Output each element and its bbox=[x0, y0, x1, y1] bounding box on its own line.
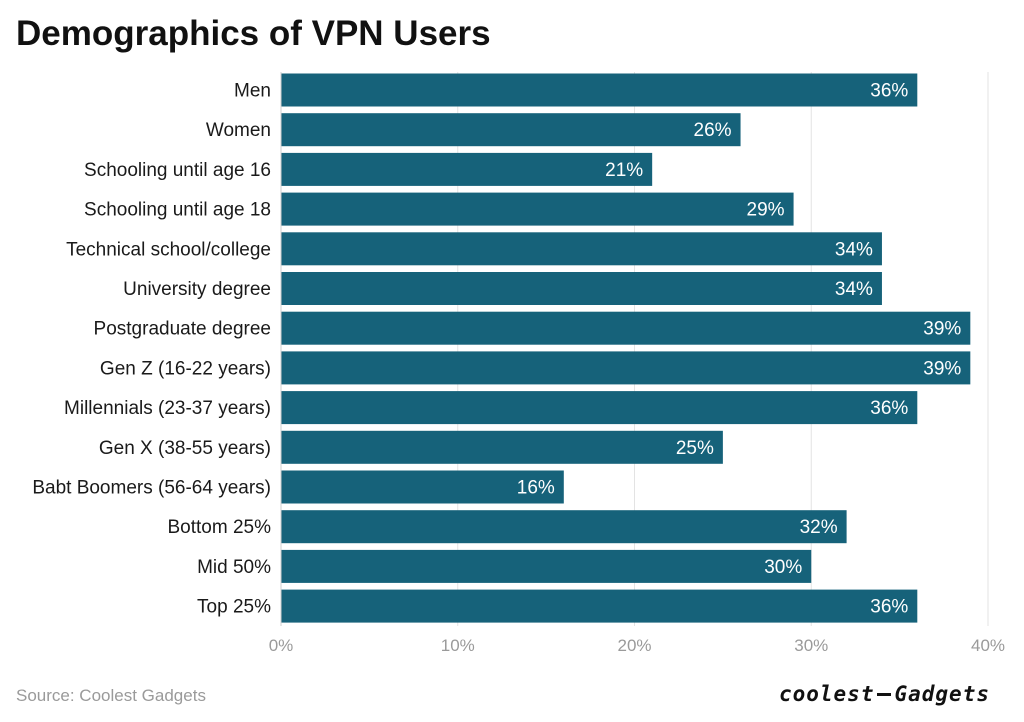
logo-word-left: coolest bbox=[778, 682, 875, 706]
bar bbox=[281, 272, 882, 305]
data-label: 34% bbox=[835, 279, 873, 300]
category-label: Mid 50% bbox=[197, 557, 271, 578]
bar bbox=[281, 510, 847, 544]
data-label: 30% bbox=[764, 557, 802, 578]
data-label: 29% bbox=[747, 200, 785, 221]
category-label: Babt Boomers (56-64 years) bbox=[32, 478, 271, 499]
bar bbox=[281, 430, 723, 464]
x-tick-label: 20% bbox=[617, 636, 651, 655]
data-label: 36% bbox=[870, 597, 908, 618]
x-tick-label: 30% bbox=[794, 636, 828, 655]
data-label: 39% bbox=[923, 319, 961, 340]
bar bbox=[281, 232, 882, 266]
category-label: Gen X (38-55 years) bbox=[99, 438, 271, 459]
x-tick-label: 0% bbox=[269, 636, 294, 655]
category-label: Schooling until age 16 bbox=[84, 160, 271, 181]
data-label: 26% bbox=[694, 120, 732, 141]
category-label: Postgraduate degree bbox=[94, 319, 271, 340]
chart-title: Demographics of VPN Users bbox=[16, 14, 491, 53]
data-label: 39% bbox=[923, 358, 961, 379]
category-label: Millennials (23-37 years) bbox=[64, 398, 271, 419]
logo-word-right: Gadgets bbox=[894, 682, 990, 706]
bar bbox=[281, 73, 918, 107]
data-label: 34% bbox=[835, 239, 873, 260]
source-note: Source: Coolest Gadgets bbox=[16, 686, 206, 705]
x-tick-label: 10% bbox=[441, 636, 475, 655]
bar bbox=[281, 152, 653, 186]
data-label: 32% bbox=[800, 517, 838, 538]
category-label: Bottom 25% bbox=[168, 517, 272, 538]
data-label: 25% bbox=[676, 438, 714, 459]
bar bbox=[281, 113, 741, 147]
category-label: Schooling until age 18 bbox=[84, 200, 271, 221]
category-label: Technical school/college bbox=[66, 239, 271, 260]
bar bbox=[281, 549, 812, 583]
bar bbox=[281, 311, 971, 345]
category-label: Men bbox=[234, 81, 271, 102]
bar bbox=[281, 351, 971, 385]
category-label: University degree bbox=[123, 279, 271, 300]
bar bbox=[281, 589, 918, 623]
category-label: Top 25% bbox=[197, 597, 271, 618]
bar bbox=[281, 192, 794, 226]
logo-dash bbox=[877, 692, 892, 696]
category-label: Women bbox=[206, 120, 271, 141]
x-tick-label: 40% bbox=[971, 636, 1005, 655]
brand-logo: coolest Gadgets bbox=[779, 682, 990, 706]
data-label: 21% bbox=[605, 160, 643, 181]
data-label: 36% bbox=[870, 81, 908, 102]
bar bbox=[281, 470, 564, 504]
category-label: Gen Z (16-22 years) bbox=[100, 358, 271, 379]
data-label: 16% bbox=[517, 478, 555, 499]
data-label: 36% bbox=[870, 398, 908, 419]
bar bbox=[281, 391, 918, 425]
